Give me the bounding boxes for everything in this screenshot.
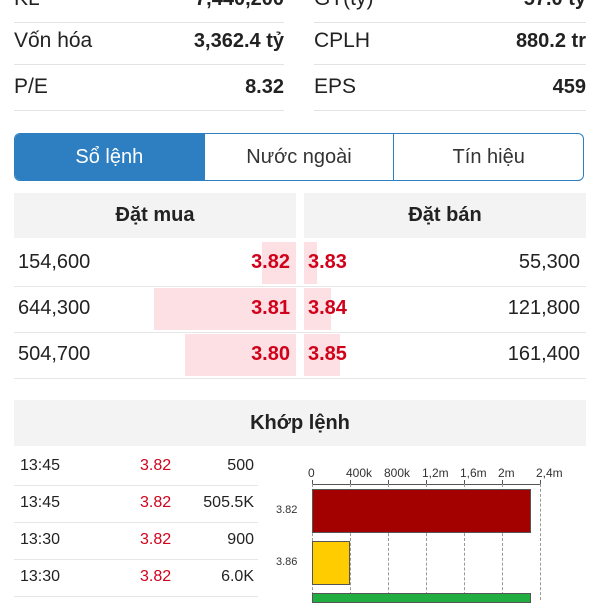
gridline bbox=[540, 484, 541, 600]
x-tick-label: 0 bbox=[308, 466, 315, 480]
ask-depth-bar bbox=[304, 288, 331, 330]
order-row: 154,600 3.82 3.83 55,300 bbox=[14, 240, 586, 287]
x-tick-label: 400k bbox=[346, 466, 373, 480]
stat-row-eps: EPS 459 bbox=[314, 64, 586, 111]
trade-time: 13:30 bbox=[20, 568, 61, 585]
tick-mark bbox=[502, 480, 503, 484]
bid-volume: 504,700 bbox=[18, 343, 91, 365]
stat-label: GT(tỷ) bbox=[314, 0, 373, 11]
bid-price[interactable]: 3.81 bbox=[251, 297, 290, 319]
tick-mark bbox=[350, 480, 351, 484]
tick-mark bbox=[426, 480, 427, 484]
tick-mark bbox=[388, 480, 389, 484]
ask-price[interactable]: 3.85 bbox=[308, 343, 347, 365]
stat-value: 459 bbox=[552, 75, 586, 98]
stat-value: 57.0 tỷ bbox=[524, 0, 586, 11]
bid-price[interactable]: 3.82 bbox=[251, 251, 290, 273]
stat-label: Vốn hóa bbox=[14, 29, 93, 52]
stat-value: 880.2 tr bbox=[515, 29, 586, 52]
tab-order-book[interactable]: Sổ lệnh bbox=[15, 134, 204, 180]
ask-volume: 55,300 bbox=[518, 251, 580, 273]
trade-price: 3.82 bbox=[140, 568, 172, 585]
x-tick-label: 1,2m bbox=[422, 466, 449, 480]
stat-row-pe: P/E 8.32 bbox=[14, 64, 284, 111]
trade-volume: 6.0K bbox=[221, 568, 254, 585]
ask-depth-bar bbox=[304, 334, 340, 376]
stat-label: KL bbox=[14, 0, 40, 11]
y-category-label: 3.86 bbox=[276, 556, 298, 568]
x-tick-label: 2,4m bbox=[536, 466, 563, 480]
trade-time: 13:45 bbox=[20, 494, 61, 511]
tab-bar: Sổ lệnh Nước ngoài Tín hiệu bbox=[14, 133, 584, 181]
stat-row-market-cap: Vốn hóa 3,362.4 tỷ bbox=[14, 18, 284, 65]
bid-depth-bar bbox=[154, 288, 296, 330]
ask-price[interactable]: 3.83 bbox=[308, 251, 347, 273]
bid-volume: 154,600 bbox=[18, 251, 91, 273]
trade-volume: 500 bbox=[227, 457, 254, 474]
sell-header: Đặt bán bbox=[304, 193, 586, 238]
bid-depth-bar bbox=[185, 334, 296, 376]
gridline bbox=[426, 484, 427, 600]
bid-depth-bar bbox=[262, 242, 296, 284]
trade-price: 3.82 bbox=[140, 494, 172, 511]
x-tick-label: 1,6m bbox=[460, 466, 487, 480]
trade-row: 13:30 3.82 900 bbox=[14, 522, 258, 560]
trade-price: 3.82 bbox=[140, 457, 172, 474]
gridline bbox=[502, 484, 503, 600]
order-row: 644,300 3.81 3.84 121,800 bbox=[14, 286, 586, 333]
tab-foreign[interactable]: Nước ngoài bbox=[203, 134, 394, 180]
x-tick-label: 2m bbox=[498, 466, 515, 480]
ask-volume: 161,400 bbox=[507, 343, 580, 365]
volume-bar bbox=[312, 593, 531, 603]
volume-bar bbox=[312, 489, 531, 533]
trade-time: 13:30 bbox=[20, 531, 61, 548]
trade-volume: 900 bbox=[227, 531, 254, 548]
stat-label: EPS bbox=[314, 75, 357, 98]
gridline bbox=[464, 484, 465, 600]
tab-signals[interactable]: Tín hiệu bbox=[393, 134, 583, 180]
trade-row: 13:45 3.82 500 bbox=[14, 448, 258, 486]
buy-header: Đặt mua bbox=[14, 193, 296, 238]
y-category-label: 3.82 bbox=[276, 504, 298, 516]
stat-label: P/E bbox=[14, 75, 48, 98]
x-tick-label: 800k bbox=[384, 466, 411, 480]
stat-row-value: GT(tỷ) 57.0 tỷ bbox=[314, 0, 586, 23]
trade-row: 13:45 3.82 505.5K bbox=[14, 485, 258, 523]
stat-label: CPLH bbox=[314, 29, 371, 52]
stat-row-shares: CPLH 880.2 tr bbox=[314, 18, 586, 65]
trades-header: Khớp lệnh bbox=[14, 400, 586, 446]
trade-price: 3.82 bbox=[140, 531, 172, 548]
ask-volume: 121,800 bbox=[507, 297, 580, 319]
ask-depth-bar bbox=[304, 242, 317, 284]
tick-mark bbox=[540, 480, 541, 484]
trade-time: 13:45 bbox=[20, 457, 61, 474]
ask-price[interactable]: 3.84 bbox=[308, 297, 347, 319]
gridline bbox=[388, 484, 389, 600]
stat-value: 8.32 bbox=[245, 75, 284, 98]
gridline bbox=[350, 484, 351, 600]
stat-value: 7,440,200 bbox=[195, 0, 284, 11]
stat-row-volume: KL 7,440,200 bbox=[14, 0, 284, 23]
bid-price[interactable]: 3.80 bbox=[251, 343, 290, 365]
order-row: 504,700 3.80 3.85 161,400 bbox=[14, 332, 586, 379]
bid-volume: 644,300 bbox=[18, 297, 91, 319]
stat-value: 3,362.4 tỷ bbox=[193, 29, 284, 52]
tick-mark bbox=[312, 480, 313, 484]
trade-volume: 505.5K bbox=[203, 494, 254, 511]
volume-bar bbox=[312, 541, 350, 585]
trade-row: 13:30 3.82 6.0K bbox=[14, 559, 258, 597]
tick-mark bbox=[464, 480, 465, 484]
